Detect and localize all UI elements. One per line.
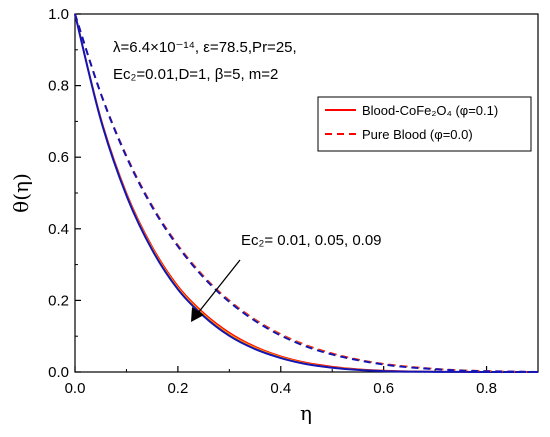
legend-label-blood-cofe2o4: Blood-CoFe₂O₄ (φ=0.1) xyxy=(362,103,498,118)
x-tick-label: 0.6 xyxy=(373,380,394,397)
y-tick-label: 0.6 xyxy=(48,149,69,166)
x-tick-label: 0.4 xyxy=(270,380,291,397)
y-axis-label: θ(η) xyxy=(9,173,33,213)
y-tick-label: 0.0 xyxy=(48,364,69,381)
x-axis-label: η xyxy=(300,401,312,425)
y-tick-label: 0.4 xyxy=(48,221,69,238)
series-line-pure-blood-5 xyxy=(74,13,539,373)
y-tick-label: 1.0 xyxy=(48,6,69,23)
x-tick-label: 0.0 xyxy=(65,380,86,397)
legend-box xyxy=(317,96,532,152)
arrow-head-icon xyxy=(191,307,204,322)
series-line-blood-cofe2o4-2 xyxy=(74,13,539,374)
y-tick-label: 0.2 xyxy=(48,292,69,309)
legend-label-pure-blood: Pure Blood (φ=0.0) xyxy=(362,127,473,142)
arrow-annotation-label: Ec₂= 0.01, 0.05, 0.09 xyxy=(241,232,382,249)
series-layer xyxy=(74,13,539,374)
x-tick-labels: 0.0 0.2 0.4 0.6 0.8 xyxy=(65,380,497,397)
y-tick-label: 0.8 xyxy=(48,78,69,95)
arrow-line xyxy=(197,259,241,314)
params-annotation-line2: Ec₂=0.01,D=1, β=5, m=2 xyxy=(113,66,278,83)
x-tick-label: 0.8 xyxy=(476,380,497,397)
params-annotation-line1: λ=6.4×10⁻¹⁴, ε=78.5,Pr=25, xyxy=(113,39,297,56)
x-tick-label: 0.2 xyxy=(167,380,188,397)
legend: Blood-CoFe₂O₄ (φ=0.1) Pure Blood (φ=0.0) xyxy=(317,96,532,152)
y-tick-labels: 0.0 0.2 0.4 0.6 0.8 1.0 xyxy=(48,6,69,381)
y-axis-ticks xyxy=(75,13,81,373)
